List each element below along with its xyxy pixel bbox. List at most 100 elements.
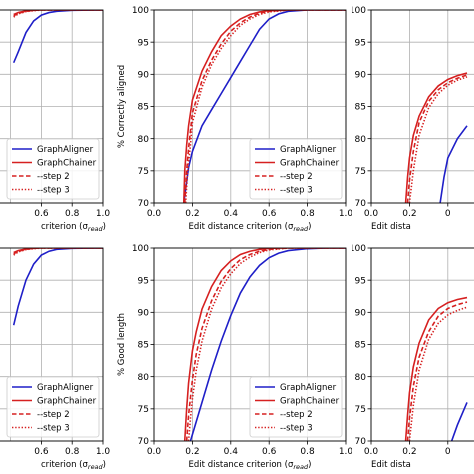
x-tick-label: 0.2 (185, 447, 199, 457)
series-line-0 (450, 402, 468, 441)
series-line-2 (406, 74, 468, 203)
y-tick-label: 75 (355, 167, 366, 177)
x-tick-label: 1.0 (96, 447, 111, 457)
y-tick-label: 70 (355, 199, 367, 209)
y-tick-label: 80 (138, 135, 150, 145)
panel-top-middle: 0.0 0.2 0.4 0.6 0.8 1.0 70 75 80 85 90 95 100 Edit di… (117, 6, 354, 233)
x-tick-label: 0.4 (224, 209, 239, 219)
x-tick-label: 0.0 (364, 447, 379, 457)
y-tick-label: 70 (355, 437, 367, 447)
legend-label: --step 3 (37, 424, 70, 434)
y-tick-label: 100 (349, 244, 366, 254)
x-tick-label: 0.4 (224, 447, 239, 457)
y-tick-label: 75 (138, 405, 149, 415)
series-line-0 (189, 248, 346, 441)
series-line-2 (13, 10, 103, 17)
y-tick-label: 95 (355, 276, 366, 286)
legend-box (6, 376, 100, 438)
x-tick-label: 0 (445, 209, 451, 219)
y-tick-label: 95 (355, 38, 366, 48)
series-line-2 (406, 301, 468, 441)
y-tick-label: 75 (355, 405, 366, 415)
x-axis-label: Edit dista (371, 222, 411, 232)
series-line-3 (408, 76, 468, 203)
y-tick-label: 80 (138, 373, 150, 383)
series-line-0 (439, 125, 468, 203)
x-tick-label: 0.0 (364, 209, 379, 219)
series-line-0 (12, 248, 103, 326)
legend-label: --step 3 (37, 186, 70, 196)
series-line-2 (13, 248, 103, 255)
x-tick-label: 0.6 (34, 209, 49, 219)
x-tick-label: 0.2 (402, 209, 416, 219)
legend: GraphAligner GraphChainer --step 2 --step 3 (249, 376, 343, 438)
y-tick-label: 80 (355, 373, 367, 383)
plot-frame (0, 9, 104, 204)
legend: GraphAligner GraphChainer --step 2 --step 3 (6, 376, 100, 438)
x-axis-label: Edit distance criterion (σread) (189, 460, 312, 471)
x-tick-label: 0.6 (34, 447, 49, 457)
legend: GraphAligner GraphChainer --step 2 --step 3 (249, 138, 343, 200)
series-line-1 (183, 248, 346, 441)
y-tick-label: 90 (355, 309, 367, 319)
legend-label: GraphChainer (280, 397, 340, 407)
y-tick-label: 85 (138, 103, 149, 113)
series-line-1 (182, 10, 346, 203)
series-line-0 (12, 10, 103, 64)
x-tick-label: 0.0 (147, 209, 162, 219)
x-tick-label: 1.0 (339, 209, 354, 219)
x-tick-label: 0 (445, 447, 451, 457)
legend-label: GraphChainer (280, 159, 340, 169)
y-axis-label: % Correctly aligned (117, 65, 127, 148)
legend-box (249, 376, 343, 438)
y-tick-label: 100 (132, 244, 149, 254)
y-tick-label: 90 (138, 71, 150, 81)
x-axis-label: criterion (σread) (41, 222, 106, 233)
x-tick-label: 0.8 (65, 209, 80, 219)
plot-frame (0, 247, 104, 442)
x-tick-label: 0.8 (300, 447, 315, 457)
series-line-0 (182, 10, 346, 203)
y-tick-label: 90 (138, 309, 150, 319)
legend-box (249, 138, 343, 200)
y-tick-label: 85 (355, 341, 366, 351)
legend-box (6, 138, 100, 200)
y-tick-label: 95 (138, 276, 149, 286)
x-tick-label: 0.8 (300, 209, 315, 219)
legend-label: GraphChainer (37, 397, 97, 407)
legend-label: --step 2 (280, 410, 313, 420)
y-tick-label: 85 (138, 341, 149, 351)
legend-label: GraphAligner (37, 383, 94, 393)
legend-label: --step 2 (37, 410, 70, 420)
x-axis-label: Edit distance criterion (σread) (189, 222, 312, 233)
series-line-1 (404, 72, 468, 203)
y-tick-label: 100 (132, 6, 149, 16)
y-tick-label: 95 (138, 38, 149, 48)
legend-label: GraphAligner (280, 145, 337, 155)
legend: GraphAligner GraphChainer --step 2 --step 3 (6, 138, 100, 200)
series-line-3 (408, 306, 468, 441)
legend-label: --step 3 (280, 424, 313, 434)
legend-label: GraphChainer (37, 159, 97, 169)
x-tick-label: 0.8 (65, 447, 80, 457)
series-line-3 (184, 10, 346, 203)
y-tick-label: 70 (138, 437, 150, 447)
panel-bottom-middle: 0.0 0.2 0.4 0.6 0.8 1.0 70 75 80 85 90 95 100 Edit di… (117, 244, 354, 471)
x-tick-label: 0.6 (262, 209, 277, 219)
series-line-2 (185, 248, 346, 441)
y-tick-label: 85 (355, 103, 366, 113)
x-tick-label: 0.0 (147, 447, 162, 457)
legend-label: --step 2 (37, 172, 70, 182)
y-tick-label: 100 (349, 6, 366, 16)
x-axis-label: Edit dista (371, 460, 411, 470)
legend-label: GraphAligner (280, 383, 337, 393)
x-tick-label: 1.0 (339, 447, 354, 457)
x-tick-label: 0.6 (262, 447, 277, 457)
legend-label: --step 2 (280, 172, 313, 182)
x-tick-label: 0.2 (185, 209, 199, 219)
x-tick-label: 0.2 (402, 447, 416, 457)
